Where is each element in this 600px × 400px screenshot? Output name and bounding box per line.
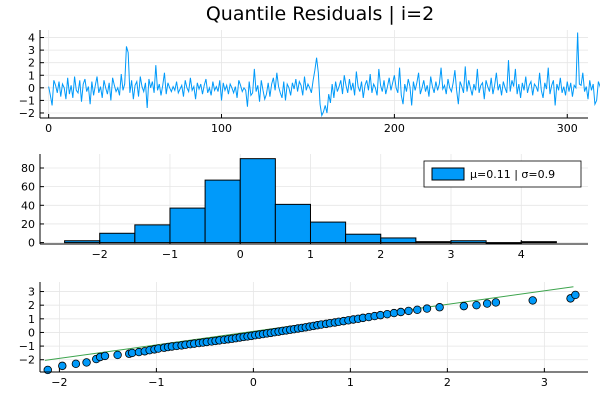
qq-point <box>571 290 580 300</box>
hist-ytick-label: 20 <box>21 218 35 231</box>
histogram-bar <box>309 221 347 244</box>
histogram-bar <box>64 240 101 244</box>
line-ytick-label: 3 <box>28 44 35 57</box>
qq-point <box>383 309 392 319</box>
qq-point <box>459 301 469 311</box>
histogram-bar <box>134 224 171 244</box>
qq-point <box>113 350 122 360</box>
qq-point <box>100 351 110 361</box>
hist-xtick-label: −1 <box>162 248 178 261</box>
qq-xtick-label: 0 <box>250 376 257 389</box>
line-xtick-label: 100 <box>211 122 232 135</box>
line-ytick-label: 4 <box>28 32 35 45</box>
qq-point <box>528 296 537 305</box>
histogram-bar <box>380 237 417 244</box>
histogram-bar <box>204 179 241 244</box>
chart-title: Quantile Residuals | i=2 <box>206 3 434 25</box>
qq-point <box>472 300 481 310</box>
qq-point <box>82 358 91 367</box>
qq-ytick-label: −1 <box>19 340 35 353</box>
qq-point <box>482 299 492 308</box>
qq-ytick-label: 1 <box>28 313 35 326</box>
histogram-legend: μ=0.11 | σ=0.9 <box>423 160 582 188</box>
qq-point <box>404 306 413 316</box>
qq-point <box>58 361 67 371</box>
qq-point <box>422 304 432 313</box>
qq-ytick-label: −2 <box>19 354 35 367</box>
histogram-bar <box>169 207 206 244</box>
histogram-bar <box>450 240 487 244</box>
qq-xtick-label: 3 <box>541 376 548 389</box>
hist-ytick-label: 40 <box>21 199 35 212</box>
hist-ytick-label: 80 <box>21 162 35 175</box>
histogram-bar <box>485 242 522 244</box>
histogram-bar <box>415 241 452 244</box>
hist-xtick-label: 0 <box>237 248 244 261</box>
hist-xtick-label: 3 <box>448 248 455 261</box>
qq-xtick-label: 1 <box>347 376 354 389</box>
qq-point <box>376 310 385 320</box>
qq-point <box>413 305 422 315</box>
line-ytick-label: −1 <box>19 94 35 107</box>
qq-xtick-label: −1 <box>148 376 164 389</box>
line-xtick-label: 200 <box>384 122 405 135</box>
line-ytick-label: 1 <box>28 69 35 82</box>
qq-point <box>71 359 81 369</box>
qq-xtick-label: 2 <box>444 376 451 389</box>
qq-point <box>389 308 399 318</box>
hist-ytick-label: 0 <box>28 237 35 250</box>
qq-ytick-label: 3 <box>28 286 35 299</box>
histogram-bar <box>345 233 382 244</box>
hist-xtick-label: −2 <box>92 248 108 261</box>
legend-label: μ=0.11 | σ=0.9 <box>470 168 555 181</box>
histogram-bar <box>239 158 276 244</box>
histogram-bar <box>99 232 136 244</box>
line-ytick-label: 2 <box>28 57 35 70</box>
residual-series-line <box>48 32 600 118</box>
line-xtick-label: 300 <box>557 122 578 135</box>
qq-xtick-label: −2 <box>51 376 67 389</box>
line-ytick-label: 0 <box>28 82 35 95</box>
qq-ytick-label: 0 <box>28 326 35 339</box>
qq-point <box>396 307 406 317</box>
hist-xtick-label: 1 <box>307 248 314 261</box>
hist-ytick-label: 60 <box>21 181 35 194</box>
line-xtick-label: 0 <box>45 122 52 135</box>
histogram-bar <box>274 203 311 244</box>
line-ytick-label: −2 <box>19 107 35 120</box>
qq-point <box>435 303 444 312</box>
qq-ytick-label: 2 <box>28 299 35 312</box>
hist-xtick-label: 4 <box>518 248 525 261</box>
histogram-bar <box>520 241 557 244</box>
qq-point <box>43 365 52 375</box>
qq-point <box>491 298 501 307</box>
qq-point <box>127 348 137 358</box>
legend-swatch <box>431 167 465 181</box>
hist-xtick-label: 2 <box>377 248 384 261</box>
